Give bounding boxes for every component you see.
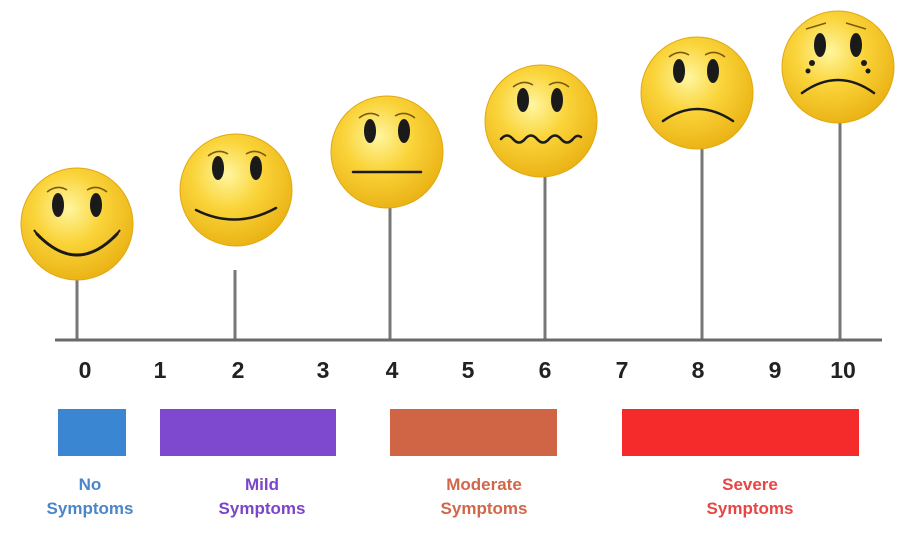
tick-label-0: 0 <box>79 357 92 383</box>
tick-label-2: 2 <box>232 357 245 383</box>
neutral-face-icon <box>330 95 444 209</box>
tick-label-4: 4 <box>386 357 399 383</box>
stems <box>75 120 842 340</box>
grinning-face-icon <box>20 167 134 281</box>
tick-label-7: 7 <box>616 357 629 383</box>
tick-label-5: 5 <box>462 357 475 383</box>
tick-label-10: 10 <box>830 357 856 383</box>
severe-symptoms-label-line2: Symptoms <box>707 499 794 518</box>
mild-symptoms-label-line1: Mild <box>245 475 279 494</box>
no-symptoms-bar <box>58 409 126 456</box>
category-bars <box>58 409 859 456</box>
crying-face-icon <box>781 10 895 124</box>
tick-label-1: 1 <box>154 357 167 383</box>
tick-labels: 0 1 2 3 4 5 6 7 8 9 10 <box>79 357 856 383</box>
tick-label-6: 6 <box>539 357 552 383</box>
mild-symptoms-label-line2: Symptoms <box>219 499 306 518</box>
tick-label-3: 3 <box>317 357 330 383</box>
severe-symptoms-bar <box>622 409 859 456</box>
no-symptoms-label-line1: No <box>79 475 102 494</box>
uneasy-face-icon <box>484 64 598 178</box>
moderate-symptoms-bar <box>390 409 557 456</box>
tick-label-9: 9 <box>769 357 782 383</box>
moderate-symptoms-label-line1: Moderate <box>446 475 522 494</box>
category-labels: No Symptoms Mild Symptoms Moderate Sympt… <box>47 475 794 518</box>
mild-symptoms-bar <box>160 409 336 456</box>
moderate-symptoms-label-line2: Symptoms <box>441 499 528 518</box>
tick-label-8: 8 <box>692 357 705 383</box>
no-symptoms-label-line2: Symptoms <box>47 499 134 518</box>
frowning-face-icon <box>640 36 754 150</box>
severe-symptoms-label-line1: Severe <box>722 475 778 494</box>
smiling-face-icon <box>179 133 293 247</box>
